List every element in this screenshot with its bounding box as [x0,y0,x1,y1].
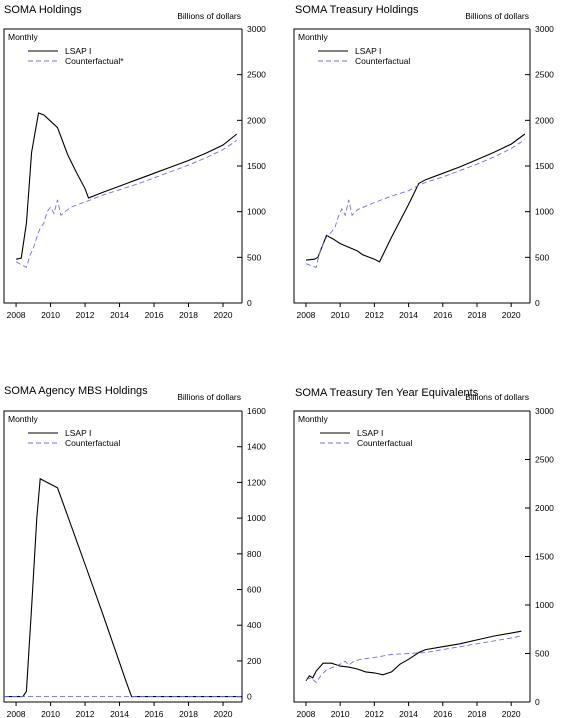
series-line-lsap [305,630,522,682]
y-tick-label: 400 [247,620,261,630]
x-tick-label: 2012 [76,310,95,320]
x-tick-label: 2012 [365,709,384,718]
x-tick-label: 2012 [76,709,95,718]
x-tick-label: 2012 [365,310,384,320]
x-tick-label: 2008 [7,709,26,718]
x-tick-label: 2010 [331,709,350,718]
y-tick-label: 1000 [535,207,554,217]
legend-label-lsap: LSAP I [65,46,91,56]
legend-label-counterfactual: Counterfactual [357,438,412,448]
x-tick-label: 2020 [214,709,233,718]
y-tick-label: 2500 [535,455,554,465]
plot-frame [293,410,530,703]
y-tick-label: 1500 [247,161,266,171]
series-line-counterfactual [15,140,238,269]
series-line-lsap [15,112,238,260]
y-tick-label: 2000 [535,503,554,513]
x-tick-label: 2014 [110,310,129,320]
chart-title: SOMA Treasury Ten Year Equivalents [295,387,479,399]
series-line-lsap [305,133,526,263]
y-tick-label: 2000 [535,115,554,125]
series-line-counterfactual [305,139,526,268]
y-tick-label: 2000 [247,115,266,125]
y-tick-label: 0 [247,298,252,308]
x-tick-label: 2018 [468,709,487,718]
plot-frame [293,28,530,304]
frequency-label: Monthly [298,414,329,424]
legend-label-counterfactual: Counterfactual* [65,56,124,66]
y-tick-label: 3000 [535,406,554,416]
chart-title: SOMA Treasury Holdings [295,4,419,16]
x-tick-label: 2008 [7,310,26,320]
y-tick-label: 0 [535,298,540,308]
legend-label-counterfactual: Counterfactual [65,438,120,448]
y-tick-label: 500 [247,252,261,262]
x-tick-label: 2010 [41,310,60,320]
y-tick-label: 200 [247,656,261,666]
legend-label-lsap: LSAP I [65,428,91,438]
x-tick-label: 2016 [145,310,164,320]
y-tick-label: 800 [247,549,261,559]
x-tick-label: 2016 [433,709,452,718]
y-tick-label: 1000 [247,513,266,523]
x-tick-label: 2020 [502,709,521,718]
y-tick-label: 3000 [535,24,554,34]
y-tick-label: 0 [535,697,540,707]
y-tick-label: 0 [247,692,252,702]
y-tick-label: 1200 [247,477,266,487]
x-tick-label: 2018 [468,310,487,320]
y-tick-label: 1400 [247,442,266,452]
x-tick-label: 2014 [110,709,129,718]
y-tick-label: 1500 [535,161,554,171]
x-tick-label: 2020 [502,310,521,320]
series-line-lsap [4,477,242,698]
legend-label-lsap: LSAP I [355,46,381,56]
y-tick-label: 3000 [247,24,266,34]
x-tick-label: 2020 [214,310,233,320]
y-axis-label: Billions of dollars [465,392,529,402]
x-tick-label: 2014 [399,709,418,718]
legend-label-counterfactual: Counterfactual [355,56,410,66]
plot-frame [3,410,242,703]
y-axis-label: Billions of dollars [465,11,529,21]
series-line-counterfactual [305,635,522,684]
chart-panel-4: SOMA Treasury Ten Year EquivalentsBillio… [293,387,554,718]
y-tick-label: 1600 [247,406,266,416]
y-tick-label: 500 [535,649,549,659]
x-tick-label: 2016 [433,310,452,320]
chart-title: SOMA Holdings [4,4,82,16]
y-axis-label: Billions of dollars [177,11,241,21]
x-tick-label: 2008 [297,709,316,718]
frequency-label: Monthly [8,414,39,424]
legend-label-lsap: LSAP I [357,428,383,438]
x-tick-label: 2016 [145,709,164,718]
chart-panel-3: SOMA Agency MBS Holdings Billions of doll… [3,385,266,718]
y-tick-label: 2500 [535,70,554,80]
chart-panel-1: SOMA Holdings Billions of dollars Monthly 0… [3,4,266,320]
y-tick-label: 1500 [535,552,554,562]
x-tick-label: 2010 [331,310,350,320]
y-tick-label: 1000 [535,600,554,610]
plot-frame [3,28,242,304]
y-tick-label: 600 [247,585,261,595]
frequency-label: Monthly [298,32,329,42]
chart-panel-2: SOMA Treasury Holdings Billions of dollar… [293,4,554,320]
y-tick-label: 1000 [247,207,266,217]
x-tick-label: 2010 [41,709,60,718]
x-tick-label: 2014 [399,310,418,320]
x-tick-label: 2018 [179,310,198,320]
x-tick-label: 2018 [179,709,198,718]
y-tick-label: 500 [535,252,549,262]
y-tick-label: 2500 [247,70,266,80]
y-axis-label: Billions of dollars [177,392,241,402]
frequency-label: Monthly [8,32,39,42]
chart-title: SOMA Agency MBS Holdings [4,385,148,397]
x-tick-label: 2008 [297,310,316,320]
